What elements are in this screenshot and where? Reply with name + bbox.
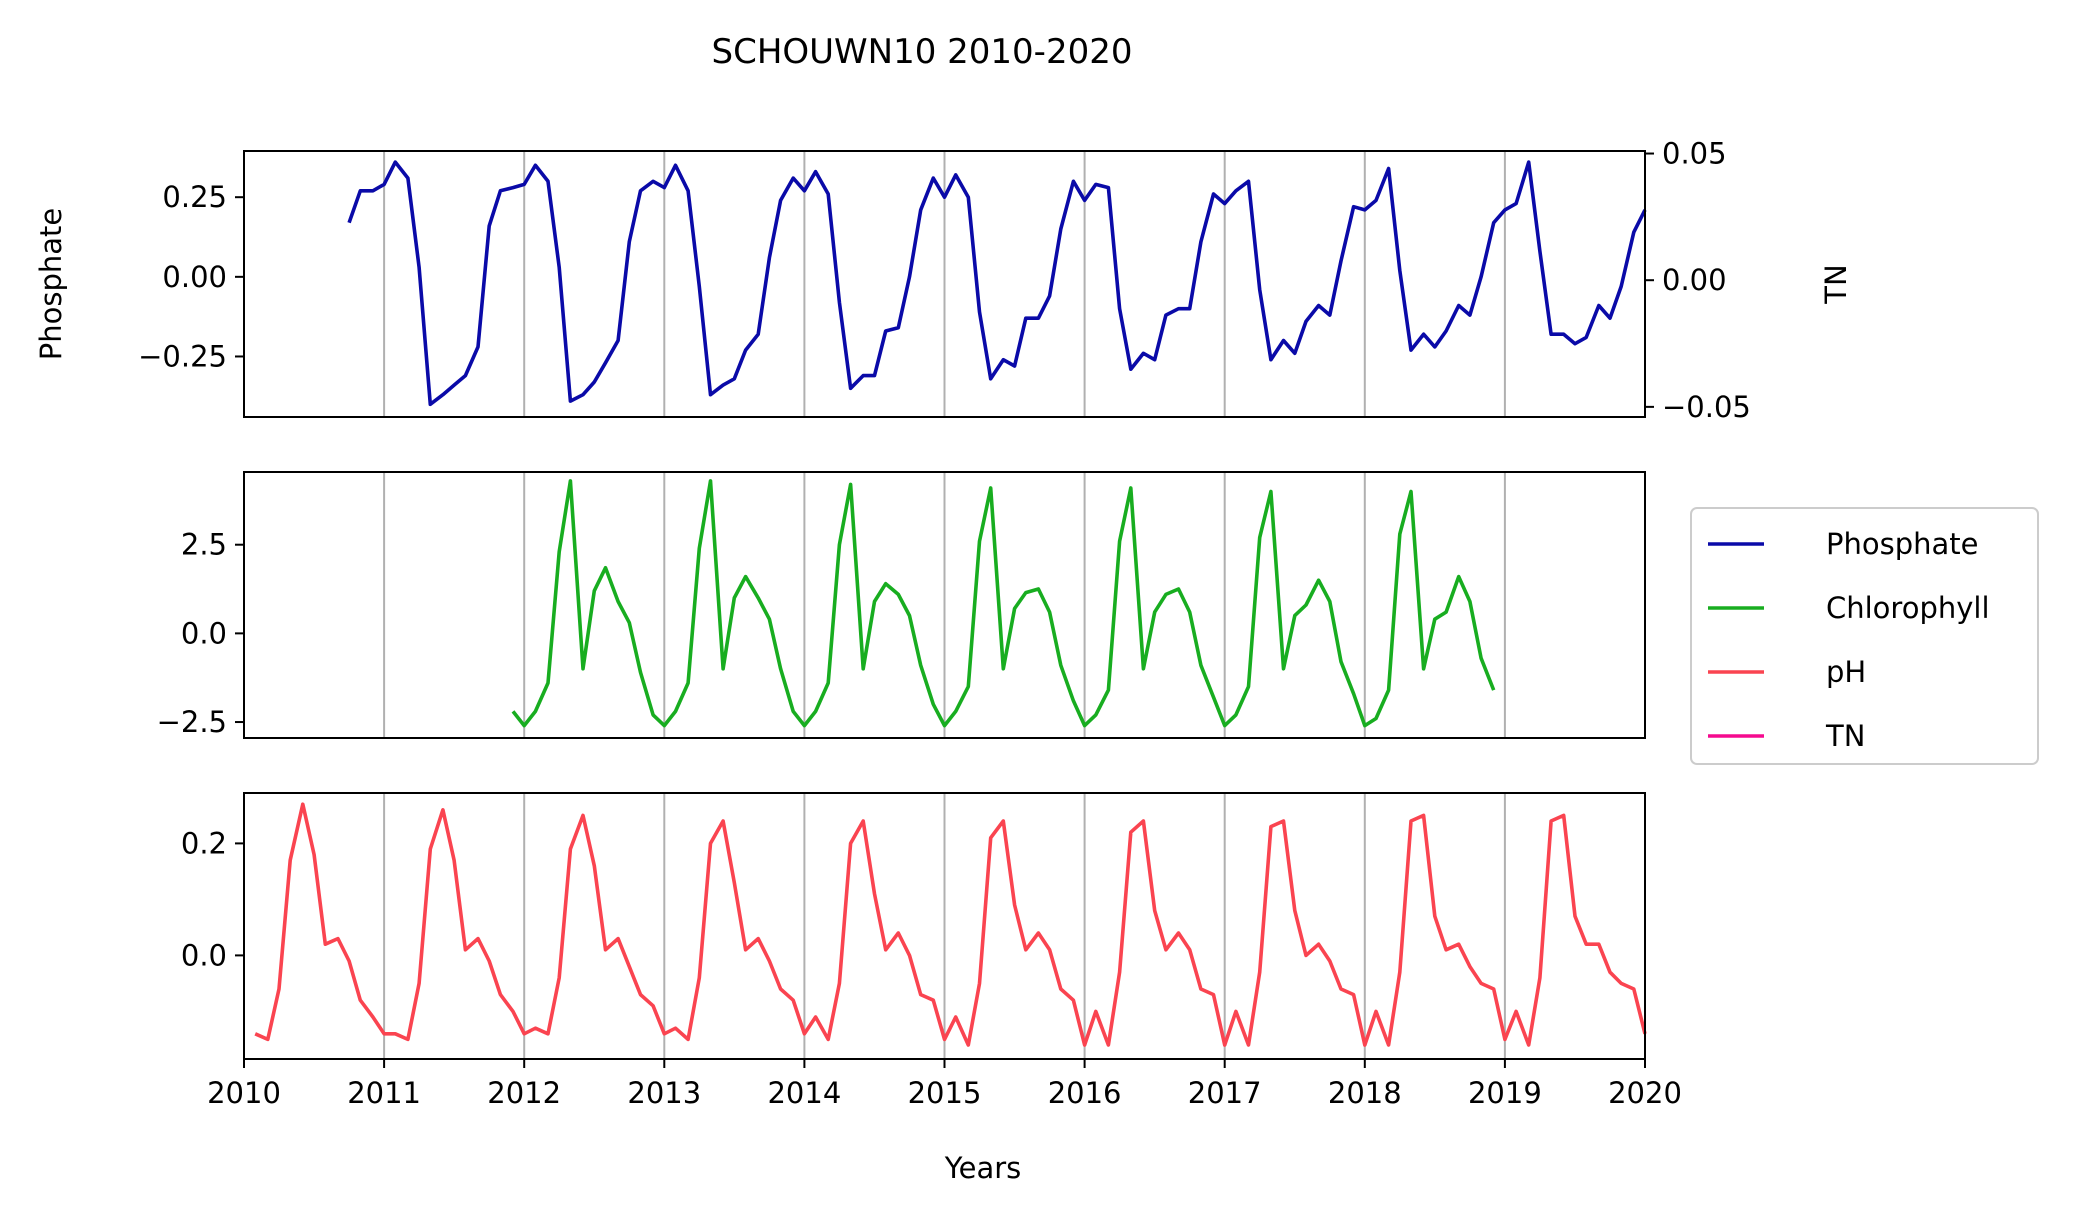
x-axis: 2010 2011 2012 2013 2014 2015 2016 2017 2018 2019… — [207, 1059, 1682, 1110]
panel-ph: 0.2 0.0 — [181, 792, 1647, 1060]
panel-frame-chlorophyll — [243, 471, 1646, 739]
y-tick-label-ph: 0.2 — [181, 826, 227, 860]
y-tick-label-phosphate: −0.25 — [138, 339, 227, 373]
x-axis-label: Years — [944, 1151, 1022, 1185]
series-line-phosphate — [347, 160, 1647, 407]
legend-label-ph: pH — [1826, 655, 1866, 689]
secondary-y-tick-label: 0.00 — [1662, 263, 1727, 297]
chart-title: SCHOUWN10 2010-2020 — [712, 32, 1133, 72]
legend-label-chlorophyll: Chlorophyll — [1826, 591, 1990, 625]
x-tick-label: 2016 — [1048, 1076, 1122, 1110]
secondary-y-tick-label: 0.05 — [1662, 137, 1727, 171]
x-tick-label: 2014 — [767, 1076, 841, 1110]
x-tick-label: 2010 — [207, 1076, 281, 1110]
panel-phosphate: 0.25 0.00 −0.25 Phosphate 0.05 0.00 −0.05 TN — [34, 137, 1853, 424]
y-tick-label-chlorophyll: 0.0 — [181, 616, 227, 650]
x-tick-label: 2012 — [487, 1076, 561, 1110]
panel-frame-phosphate — [243, 150, 1646, 418]
y-tick-label-chlorophyll: −2.5 — [157, 705, 227, 739]
secondary-y-tick-label: −0.05 — [1662, 390, 1751, 424]
x-tick-label: 2019 — [1468, 1076, 1542, 1110]
x-tick-label: 2020 — [1608, 1076, 1682, 1110]
x-tick-label: 2011 — [347, 1076, 421, 1110]
legend-box — [1690, 507, 2039, 765]
x-tick-label: 2015 — [908, 1076, 982, 1110]
panels-group: 0.25 0.00 −0.25 Phosphate 0.05 0.00 −0.05 TN 2.5… — [34, 137, 1853, 1060]
y-axis-label-phosphate: Phosphate — [34, 208, 68, 361]
legend-label-tn: TN — [1825, 719, 1865, 753]
y-tick-label-phosphate: 0.25 — [162, 180, 227, 214]
x-tick-label: 2013 — [627, 1076, 701, 1110]
series-line-ph — [254, 802, 1647, 1047]
y-tick-label-chlorophyll: 2.5 — [181, 528, 227, 562]
x-tick-label: 2017 — [1188, 1076, 1262, 1110]
y-tick-label-phosphate: 0.00 — [162, 260, 227, 294]
x-tick-label: 2018 — [1328, 1076, 1402, 1110]
series-line-chlorophyll — [511, 479, 1496, 728]
legend: Phosphate Chlorophyll pH TN — [1690, 507, 2039, 765]
legend-label-phosphate: Phosphate — [1826, 527, 1979, 561]
panel-chlorophyll: 2.5 0.0 −2.5 — [157, 471, 1646, 739]
y-tick-label-ph: 0.0 — [181, 938, 227, 972]
secondary-y-axis-label: TN — [1819, 264, 1853, 304]
